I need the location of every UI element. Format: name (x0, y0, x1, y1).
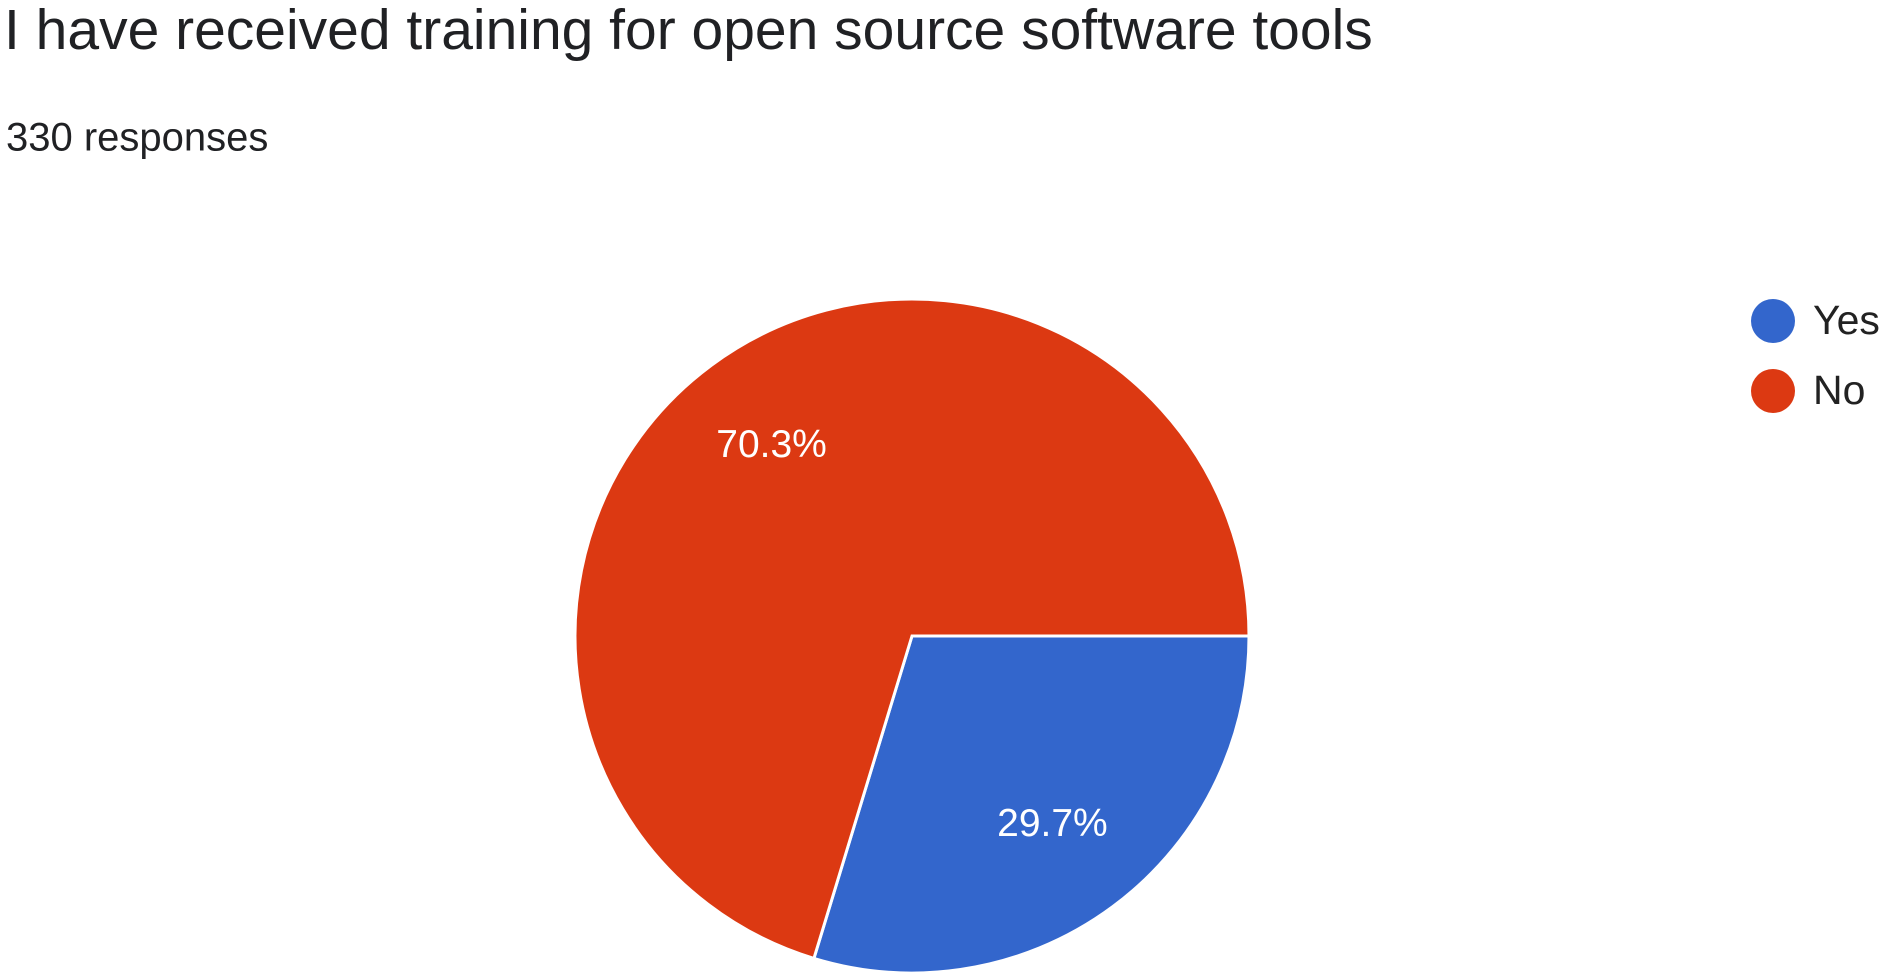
pie: 29.7% 70.3% (573, 297, 1251, 975)
legend-label: No (1813, 367, 1865, 413)
legend-swatch (1751, 369, 1795, 413)
chart-subtitle: 330 responses (6, 116, 268, 160)
slice-label: 29.7% (997, 802, 1108, 845)
slice-label: 70.3% (716, 423, 827, 466)
legend: Yes No (1751, 297, 1880, 413)
pie-slice (812, 634, 1251, 975)
pie-slice (573, 297, 1251, 961)
chart-title: I have received training for open source… (4, 0, 1373, 62)
legend-swatch (1751, 299, 1795, 343)
legend-label: Yes (1813, 297, 1880, 343)
